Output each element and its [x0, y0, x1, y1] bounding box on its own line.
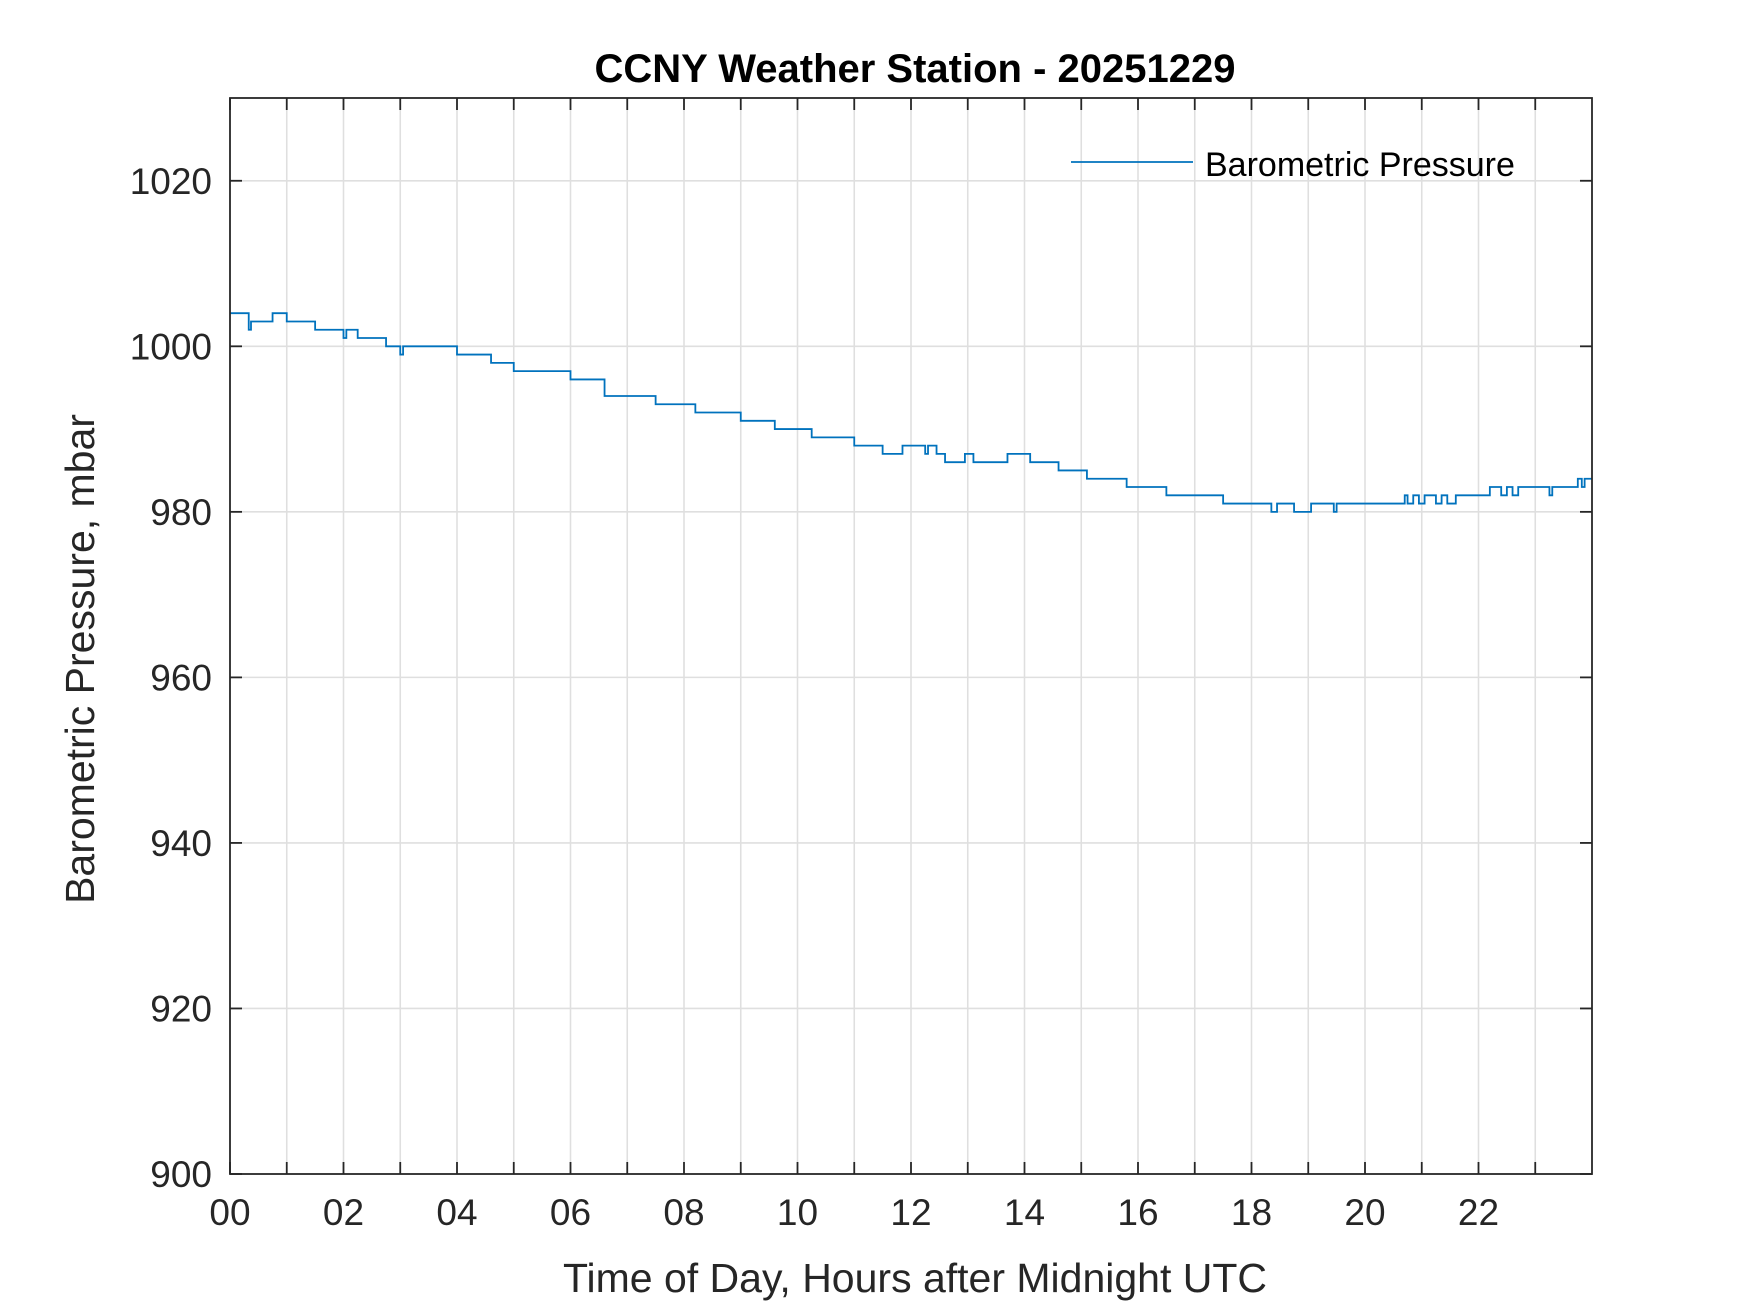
y-tick-labels: 900 920 940 960 980 1000 1020 [130, 161, 212, 1195]
y-tick-label: 1000 [130, 326, 212, 367]
series-layer [230, 312, 1592, 513]
y-tick-label: 960 [150, 657, 212, 698]
legend: Barometric Pressure [1071, 146, 1515, 184]
grid-layer [230, 98, 1592, 1174]
tick-layer [229, 98, 1592, 1175]
x-tick-label: 08 [663, 1192, 704, 1233]
legend-label-barometric-pressure: Barometric Pressure [1205, 146, 1515, 184]
x-tick-label: 10 [777, 1192, 818, 1233]
x-tick-label: 14 [1004, 1192, 1045, 1233]
series-line-barometric-pressure [230, 312, 1592, 513]
y-tick-label: 980 [150, 492, 212, 533]
x-tick-label: 04 [436, 1192, 477, 1233]
x-tick-label: 02 [323, 1192, 364, 1233]
y-tick-label: 1020 [130, 161, 212, 202]
x-axis-label: Time of Day, Hours after Midnight UTC [563, 1255, 1267, 1301]
x-tick-label: 20 [1344, 1192, 1385, 1233]
y-tick-label: 900 [150, 1154, 212, 1195]
x-tick-labels: 00 02 04 06 08 10 12 14 16 18 20 22 [209, 1192, 1499, 1233]
y-tick-label: 940 [150, 823, 212, 864]
x-tick-label: 18 [1231, 1192, 1272, 1233]
x-tick-label: 12 [890, 1192, 931, 1233]
x-tick-label: 16 [1117, 1192, 1158, 1233]
y-tick-label: 920 [150, 988, 212, 1029]
x-tick-label: 00 [209, 1192, 250, 1233]
chart-title: CCNY Weather Station - 20251229 [595, 47, 1236, 91]
x-tick-label: 22 [1458, 1192, 1499, 1233]
x-tick-label: 06 [550, 1192, 591, 1233]
y-axis-label: Barometric Pressure, mbar [57, 414, 103, 904]
